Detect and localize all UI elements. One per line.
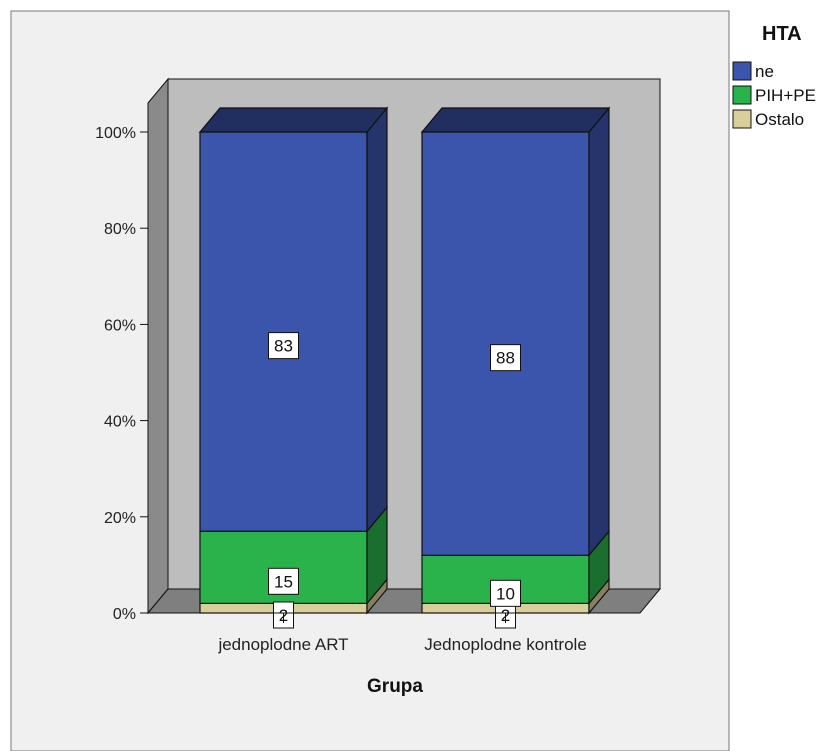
y-tick-label: 0% xyxy=(113,606,136,623)
bar-top xyxy=(198,107,389,133)
bar-segment xyxy=(421,131,590,556)
y-tick-label: 100% xyxy=(95,125,136,142)
data-label-box xyxy=(268,567,299,595)
bar-top xyxy=(420,107,611,133)
x-axis: jednoplodne ART Jednoplodne kontrole xyxy=(148,612,640,654)
x-tick-label: jednoplodne ART xyxy=(217,635,348,654)
data-label-box xyxy=(268,332,299,360)
y-tick-label: 20% xyxy=(104,510,136,527)
y-axis: 0% 20% 40% 60% 80% 100% xyxy=(95,104,149,623)
legend-label: PIH+PE xyxy=(755,86,816,105)
bar-segment-side xyxy=(366,106,388,533)
data-label: 15 xyxy=(274,572,293,591)
legend-label: ne xyxy=(755,62,774,81)
y-tick-label: 80% xyxy=(104,221,136,238)
legend-swatch xyxy=(732,61,752,81)
y-tick-label: 40% xyxy=(104,414,136,431)
legend-items: ne PIH+PE Ostalo xyxy=(732,61,816,129)
data-label-box xyxy=(490,344,521,372)
legend: HTA ne PIH+PE Ostalo xyxy=(732,23,816,129)
data-label: 88 xyxy=(496,349,515,368)
legend-label: Ostalo xyxy=(755,110,804,129)
bar-segment-side xyxy=(588,106,610,557)
data-label: 83 xyxy=(274,337,293,356)
x-axis-title: Grupa xyxy=(367,676,423,697)
legend-swatch xyxy=(732,85,752,105)
data-label: 10 xyxy=(496,584,515,603)
y-tick-label: 60% xyxy=(104,317,136,334)
data-label-box xyxy=(490,579,521,607)
legend-title: HTA xyxy=(762,23,802,45)
legend-swatch xyxy=(732,109,752,129)
side-wall xyxy=(147,77,169,615)
bar-segment xyxy=(199,131,368,532)
x-tick-label: Jednoplodne kontrole xyxy=(424,635,587,654)
